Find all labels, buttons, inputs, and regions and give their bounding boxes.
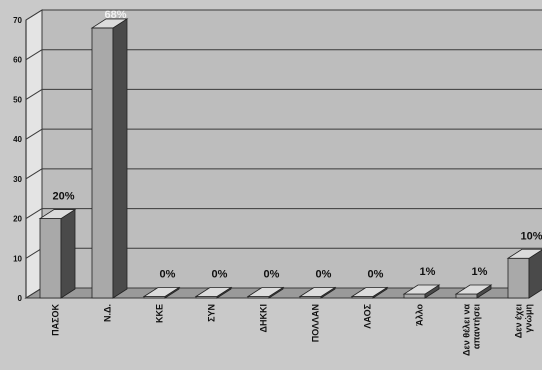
gridline-wall (25, 208, 43, 219)
y-tick-label: 30 (13, 175, 22, 184)
bar (142, 286, 181, 299)
category-label: Ν.Δ. (103, 304, 113, 322)
bar (298, 286, 337, 299)
category-label-line: απαντήσει (472, 304, 482, 350)
bar (38, 208, 77, 299)
bars (38, 18, 542, 299)
bar (194, 286, 233, 299)
data-label: 0% (160, 269, 176, 281)
category-label: Δεν έχει γνώμη (514, 304, 534, 339)
bar-top (38, 209, 77, 219)
bar-front (507, 257, 530, 299)
bar (246, 286, 285, 299)
data-labels: 20% 68% 0% 0% 0% 0% 0% 1% 1% 10% (52, 9, 542, 281)
bar-top (506, 248, 542, 259)
bar-front (91, 27, 114, 299)
bar-side (60, 208, 76, 299)
data-label: 1% (472, 266, 488, 278)
gridline-wall (25, 287, 43, 299)
data-label: 1% (420, 266, 436, 278)
category-label-line: ΣΥΝ (207, 304, 217, 322)
category-label: Δεν θέλει να απαντήσει (462, 304, 482, 356)
gridline-wall (25, 9, 43, 21)
bar-top (402, 284, 441, 295)
category-label-line: ΛΑΟΣ (363, 303, 373, 328)
data-label: 0% (264, 269, 280, 281)
gridline-wall (25, 168, 43, 180)
bar-front (403, 293, 426, 299)
plot-left-wall (25, 9, 43, 299)
bar-front (455, 293, 478, 299)
category-label-line: ΠΟΛΛΑΝ (311, 304, 321, 342)
category-label-line: Άλλο (415, 304, 425, 326)
bar-front (39, 218, 62, 299)
y-tick-label: 60 (13, 56, 22, 65)
bar-top (90, 18, 129, 29)
gridline-wall (25, 128, 43, 140)
gridline-wall (25, 49, 43, 61)
category-label-line: Δεν έχει (514, 304, 524, 339)
category-label: ΠΑΣΟΚ (51, 304, 61, 336)
x-axis-ticks: ΠΑΣΟΚ Ν.Δ. ΚΚΕ ΣΥΝ ΔΗΚΚΙ ΠΟΛΛΑΝ ΛΑΟΣ Άλλο Δεν θέ… (51, 303, 534, 356)
bar-top (194, 287, 233, 297)
gridline-wall (25, 89, 43, 100)
category-label-line: ΚΚΕ (155, 304, 165, 323)
gridline-wall (25, 247, 43, 259)
data-label: 68% (104, 9, 126, 21)
category-label-line: ΔΗΚΚΙ (259, 304, 269, 332)
data-label: 0% (316, 269, 332, 281)
category-label: Άλλο (415, 304, 425, 326)
bar-top (298, 287, 337, 297)
data-label: 20% (52, 191, 74, 203)
category-label-line: γνώμη (524, 304, 534, 333)
category-label: ΣΥΝ (207, 304, 217, 322)
category-label: ΚΚΕ (155, 304, 165, 323)
y-tick-label: 10 (13, 254, 22, 263)
category-label-line: ΠΑΣΟΚ (51, 304, 61, 336)
bar-top (454, 284, 493, 295)
category-label-line: Ν.Δ. (103, 304, 113, 322)
bar (402, 284, 441, 299)
y-tick-label: 70 (13, 16, 22, 25)
y-tick-label: 20 (13, 215, 22, 224)
bar-top (246, 287, 285, 297)
bar (350, 286, 389, 299)
y-tick-label: 0 (18, 294, 23, 303)
bar (90, 18, 129, 299)
data-label: 10% (520, 230, 542, 242)
y-axis-ticks: 0 10 20 30 40 50 60 70 (13, 16, 22, 303)
data-label: 0% (212, 269, 228, 281)
category-label-line: Δεν θέλει να (462, 304, 472, 356)
bar (454, 284, 493, 299)
bar-top (142, 287, 181, 297)
category-label: ΠΟΛΛΑΝ (311, 304, 321, 342)
data-label: 0% (368, 269, 384, 281)
y-tick-label: 50 (13, 95, 22, 104)
y-tick-label: 40 (13, 135, 22, 144)
category-label: ΛΑΟΣ (363, 303, 373, 328)
bar-side (112, 18, 128, 299)
bar-top (350, 287, 389, 297)
category-label: ΔΗΚΚΙ (259, 304, 269, 332)
bar (506, 248, 542, 299)
